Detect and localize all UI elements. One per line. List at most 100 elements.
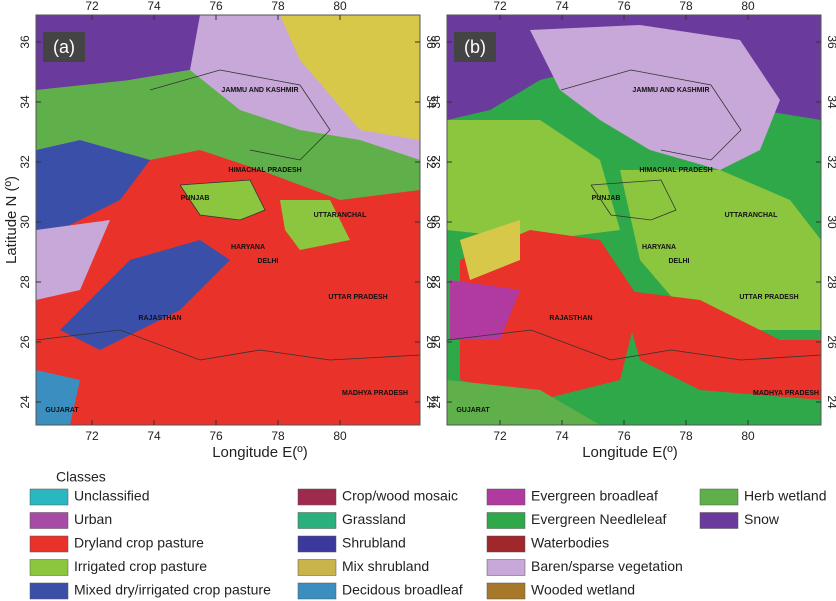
region-label: UTTAR PRADESH (328, 294, 387, 301)
legend-label: Grassland (342, 511, 406, 527)
x-tick-label: 76 (209, 429, 223, 443)
legend-swatch (699, 488, 739, 506)
x-tick-label: 80 (741, 0, 755, 13)
x-tick-label: 80 (741, 429, 755, 443)
legend-swatch (486, 535, 526, 553)
legend-label: Evergreen broadleaf (531, 488, 658, 504)
y-axis-label: Latitude N (º) (3, 176, 20, 264)
y-tick-label: 32 (424, 155, 438, 169)
legend-swatch (486, 488, 526, 506)
x-tick-label: 72 (85, 429, 99, 443)
legend-label: Herb wetland (744, 488, 827, 504)
legend-label: Mixed dry/irrigated crop pasture (74, 582, 271, 598)
legend-label: Urban (74, 511, 112, 527)
y-tick-label: 30 (825, 215, 836, 229)
legend-swatch (29, 582, 69, 600)
legend-label: Wooded wetland (531, 582, 635, 598)
y-tick-label: 32 (825, 155, 836, 169)
y-tick-label: 34 (429, 95, 443, 109)
y-tick-label: 30 (429, 215, 443, 229)
y-tick-label: 24 (424, 395, 438, 409)
legend-swatch (297, 559, 337, 576)
x-tick-label: 72 (85, 0, 99, 13)
panel-label-box (454, 32, 496, 62)
y-tick-label: 26 (424, 335, 438, 349)
x-tick-label: 80 (333, 429, 347, 443)
panel-label-box (43, 32, 85, 62)
y-tick-label: 26 (18, 335, 32, 349)
legend-label: Unclassified (74, 488, 149, 504)
y-tick-label: 30 (18, 215, 32, 229)
y-tick-label: 36 (825, 35, 836, 49)
frame-a (35, 14, 421, 426)
legend-label: Shrubland (342, 535, 406, 551)
legend-swatch (486, 559, 526, 576)
y-tick-label: 32 (18, 155, 32, 169)
region-label: UTTARANCHAL (314, 212, 367, 219)
panel-label: (b) (464, 37, 486, 57)
region-label: UTTARANCHAL (725, 212, 778, 219)
region-label: HIMACHAL PRADESH (639, 167, 712, 174)
region-label: DELHI (258, 258, 279, 265)
x-tick-label: 78 (271, 429, 285, 443)
y-tick-label: 36 (424, 35, 438, 49)
x-tick-label: 74 (147, 0, 161, 13)
x-tick-label: 72 (493, 0, 507, 13)
region-label: HIMACHAL PRADESH (228, 167, 301, 174)
region-label: JAMMU AND KASHMIR (632, 87, 709, 94)
x-tick-label: 80 (333, 0, 347, 13)
y-tick-label: 34 (18, 95, 32, 109)
y-tick-label: 26 (825, 335, 836, 349)
y-tick-label: 34 (825, 95, 836, 109)
x-tick-label: 78 (679, 429, 693, 443)
legend-title: Classes (56, 469, 106, 485)
x-tick-label: 78 (679, 0, 693, 13)
region-label: DELHI (669, 258, 690, 265)
y-tick-label: 28 (18, 275, 32, 289)
legend-swatch (29, 559, 69, 576)
region-label: GUJARAT (45, 407, 79, 414)
region-label: HARYANA (642, 244, 676, 251)
legend-label: Mix shrubland (342, 558, 429, 574)
legend-swatch (29, 512, 69, 529)
y-tick-label: 34 (424, 95, 438, 109)
legend-label: Snow (744, 511, 780, 527)
y-tick-label: 28 (825, 275, 836, 289)
map-a (36, 15, 420, 425)
legend-label: Baren/sparse vegetation (531, 558, 683, 574)
x-tick-label: 74 (147, 429, 161, 443)
panel-label: (a) (53, 37, 75, 57)
x-tick-label: 78 (271, 0, 285, 13)
region-label: GUJARAT (456, 407, 490, 414)
region-label: UTTAR PRADESH (739, 294, 798, 301)
region-label: RAJASTHAN (549, 315, 592, 322)
legend-swatch (297, 488, 337, 506)
y-tick-label: 28 (429, 275, 443, 289)
legend-swatch (486, 512, 526, 529)
region-label: PUNJAB (181, 195, 210, 202)
region-label: RAJASTHAN (138, 315, 181, 322)
x-tick-label: 74 (555, 429, 569, 443)
x-axis-label: Longitude E(º) (212, 444, 308, 461)
legend-swatch (297, 512, 337, 529)
legend-label: Crop/wood mosaic (342, 488, 458, 504)
legend-swatch (699, 512, 739, 529)
y-tick-label: 24 (825, 395, 836, 409)
legend-swatch (29, 535, 69, 553)
frame-b (446, 14, 822, 426)
map-b (447, 15, 821, 425)
region-label: HARYANA (231, 244, 265, 251)
legend-label: Evergreen Needleleaf (531, 511, 667, 527)
legend-swatch (29, 488, 69, 506)
legend-swatch (297, 582, 337, 600)
y-tick-label: 36 (18, 35, 32, 49)
region-label: JAMMU AND KASHMIR (221, 87, 298, 94)
y-tick-label: 24 (429, 395, 443, 409)
legend-label: Dryland crop pasture (74, 535, 204, 551)
region-label: PUNJAB (592, 195, 621, 202)
x-tick-label: 72 (493, 429, 507, 443)
x-tick-label: 76 (209, 0, 223, 13)
region-label: MADHYA PRADESH (342, 390, 408, 397)
